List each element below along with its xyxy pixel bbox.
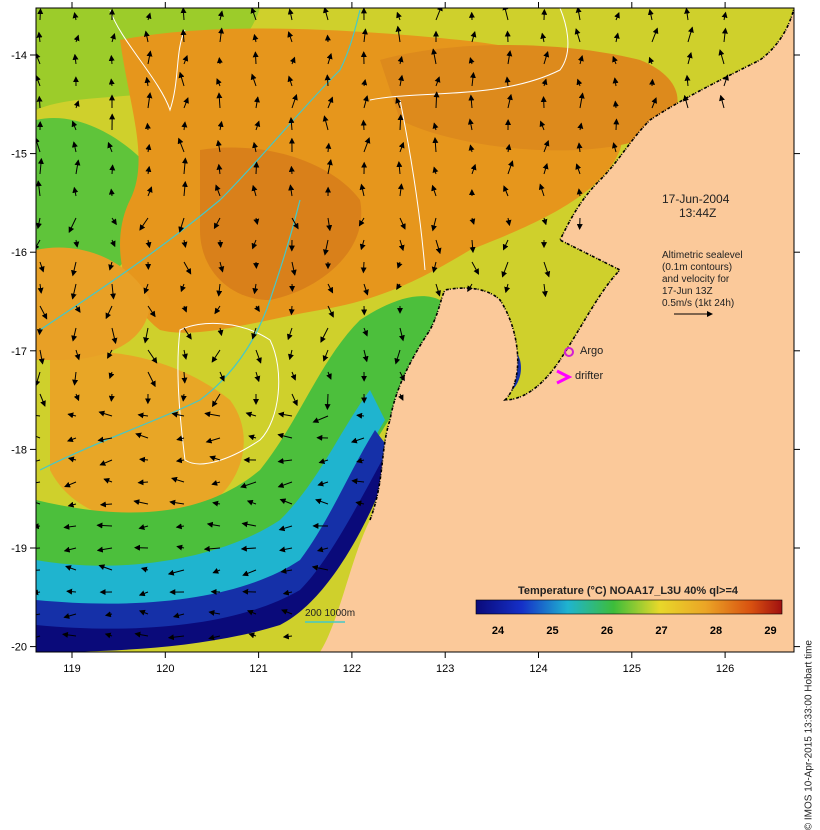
y-tick-label: -14	[11, 50, 27, 62]
velocity-arrow	[39, 97, 40, 108]
altimetry-note-line: 0.5m/s (1kt 24h)	[662, 298, 743, 310]
velocity-arrow	[363, 121, 364, 130]
colorbar-tick-label: 25	[546, 625, 558, 637]
velocity-arrow	[219, 58, 220, 64]
x-tick-label: 126	[716, 663, 734, 675]
x-tick-label: 125	[623, 663, 641, 675]
velocity-arrow	[436, 92, 437, 108]
velocity-arrow	[327, 394, 328, 409]
colorbar-tick-label: 29	[764, 625, 776, 637]
velocity-arrow	[139, 482, 149, 483]
y-tick-label: -15	[11, 149, 27, 161]
velocity-arrow	[40, 9, 41, 20]
velocity-arrow	[291, 306, 292, 314]
altimetry-note-line: 17-Jun 13Z	[662, 286, 743, 298]
isobath-label: 200 1000m	[305, 608, 355, 619]
y-tick-label: -16	[11, 247, 27, 259]
drifter-label: drifter	[575, 370, 603, 382]
altimetry-note-line: Altimetric sealevel	[662, 250, 743, 262]
x-tick-label: 121	[249, 663, 267, 675]
colorbar-title: Temperature (°C) NOAA17_L3U 40% ql>=4	[518, 585, 738, 597]
argo-label: Argo	[580, 345, 603, 357]
velocity-arrow	[256, 163, 257, 175]
timestamp-date: 17-Jun-2004	[662, 192, 729, 206]
velocity-arrow	[544, 97, 545, 108]
colorbar-tick-label: 28	[710, 625, 722, 637]
velocity-arrow	[220, 240, 221, 247]
velocity-arrow	[508, 32, 509, 43]
colorbar-tick-label: 26	[601, 625, 613, 637]
velocity-arrow	[328, 36, 329, 43]
altimetry-note-line: (0.1m contours)	[662, 262, 743, 274]
x-tick-label: 124	[529, 663, 547, 675]
velocity-arrow	[327, 75, 328, 86]
y-tick-label: -17	[11, 346, 27, 358]
velocity-arrow	[255, 52, 256, 64]
colorbar-tick-label: 27	[655, 625, 667, 637]
altimetry-note-line: and velocity for	[662, 274, 743, 286]
timestamp-time: 13:44Z	[679, 206, 716, 220]
velocity-arrow	[291, 167, 292, 174]
y-tick-label: -19	[11, 543, 27, 555]
sst-map: 119 120 121 122 123 124 125 126 -14 -15 -16 -17 -18…	[0, 0, 820, 680]
credit-text: © IMOS 10-Apr-2015 13:33:00 Hobart time	[803, 640, 814, 830]
y-tick-label: -20	[11, 642, 27, 654]
y-tick-label: -18	[11, 444, 27, 456]
x-tick-label: 119	[63, 663, 81, 675]
x-tick-label: 123	[436, 663, 454, 675]
velocity-arrow	[111, 394, 112, 401]
colorbar	[476, 600, 782, 614]
colorbar-tick-label: 24	[492, 625, 505, 637]
velocity-arrow	[363, 262, 364, 272]
velocity-arrow	[112, 165, 113, 174]
velocity-arrow	[40, 328, 41, 334]
velocity-arrow	[147, 124, 148, 130]
altimetry-note: Altimetric sealevel (0.1m contours) and …	[662, 250, 743, 310]
velocity-arrow	[111, 56, 112, 64]
velocity-arrow	[615, 102, 616, 109]
velocity-arrow	[616, 119, 617, 130]
x-tick-label: 122	[343, 663, 361, 675]
x-tick-label: 120	[156, 663, 174, 675]
velocity-arrow	[652, 80, 653, 86]
